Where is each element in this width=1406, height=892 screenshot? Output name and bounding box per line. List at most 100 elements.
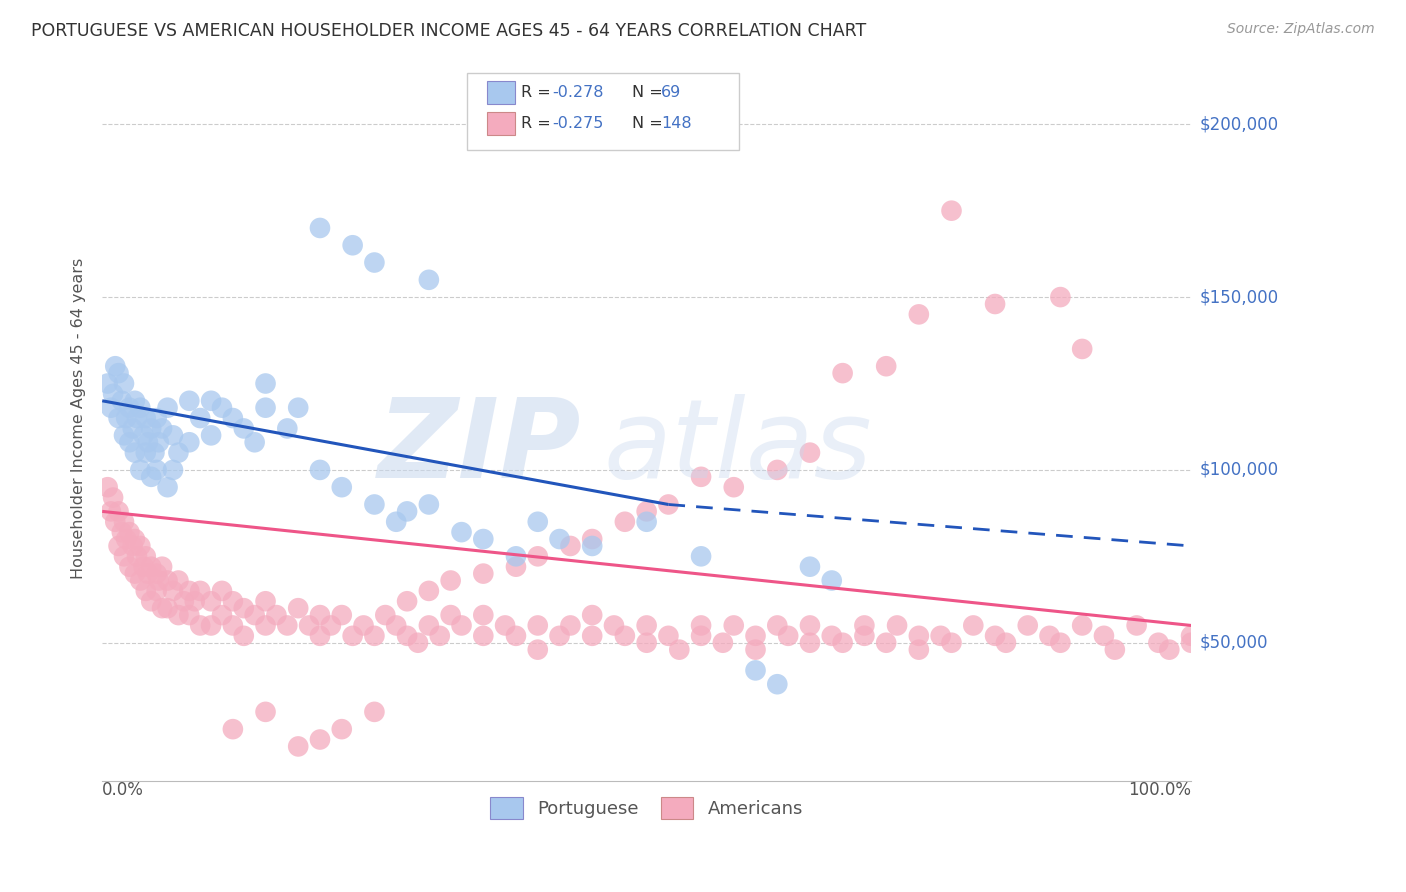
Americans — [657, 498, 679, 512]
Americans — [1092, 629, 1115, 643]
Portuguese — [254, 376, 277, 391]
Americans — [184, 594, 207, 608]
Americans — [494, 618, 516, 632]
Americans — [744, 642, 766, 657]
Americans — [254, 594, 277, 608]
Americans — [309, 629, 332, 643]
Portuguese — [254, 401, 277, 415]
Americans — [984, 297, 1007, 311]
Portuguese — [821, 574, 844, 588]
Text: $50,000: $50,000 — [1199, 633, 1268, 652]
Portuguese — [162, 428, 184, 442]
Americans — [222, 618, 245, 632]
Y-axis label: Householder Income Ages 45 - 64 years: Householder Income Ages 45 - 64 years — [72, 258, 86, 579]
Americans — [908, 629, 931, 643]
Text: PORTUGUESE VS AMERICAN HOUSEHOLDER INCOME AGES 45 - 64 YEARS CORRELATION CHART: PORTUGUESE VS AMERICAN HOUSEHOLDER INCOM… — [31, 22, 866, 40]
Portuguese — [450, 525, 472, 540]
Text: Source: ZipAtlas.com: Source: ZipAtlas.com — [1227, 22, 1375, 37]
Americans — [440, 608, 463, 623]
Text: 148: 148 — [661, 116, 692, 131]
Americans — [353, 618, 375, 632]
Americans — [342, 629, 364, 643]
Americans — [908, 307, 931, 321]
Portuguese — [145, 463, 167, 477]
Portuguese — [107, 366, 129, 380]
Portuguese — [222, 411, 245, 425]
Portuguese — [188, 411, 211, 425]
Portuguese — [766, 677, 789, 691]
Americans — [162, 583, 184, 598]
Portuguese — [330, 480, 353, 494]
Americans — [188, 583, 211, 598]
Text: R =: R = — [522, 116, 557, 131]
Portuguese — [418, 498, 440, 512]
FancyBboxPatch shape — [486, 80, 515, 103]
Americans — [908, 642, 931, 657]
Americans — [132, 559, 155, 574]
Americans — [363, 705, 385, 719]
Americans — [107, 504, 129, 518]
Americans — [418, 583, 440, 598]
Portuguese — [118, 435, 141, 450]
Portuguese — [124, 445, 146, 459]
Americans — [141, 594, 163, 608]
Americans — [636, 636, 658, 650]
Americans — [112, 549, 135, 564]
Americans — [560, 539, 582, 553]
Portuguese — [690, 549, 713, 564]
Portuguese — [129, 463, 152, 477]
Americans — [941, 203, 963, 218]
Americans — [831, 366, 853, 380]
Americans — [984, 629, 1007, 643]
Portuguese — [132, 428, 155, 442]
Americans — [200, 594, 222, 608]
Text: 0.0%: 0.0% — [103, 781, 143, 799]
Americans — [115, 532, 138, 546]
Portuguese — [112, 376, 135, 391]
Americans — [723, 618, 745, 632]
Americans — [287, 739, 309, 754]
Americans — [799, 445, 821, 459]
Americans — [188, 618, 211, 632]
Americans — [112, 515, 135, 529]
Americans — [124, 532, 146, 546]
Portuguese — [107, 411, 129, 425]
Americans — [330, 608, 353, 623]
Americans — [135, 583, 157, 598]
Portuguese — [799, 559, 821, 574]
Americans — [298, 618, 321, 632]
Portuguese — [112, 428, 135, 442]
Portuguese — [505, 549, 527, 564]
Portuguese — [744, 664, 766, 678]
Americans — [124, 566, 146, 581]
Portuguese — [101, 387, 124, 401]
Americans — [104, 515, 127, 529]
Americans — [526, 549, 548, 564]
Portuguese — [179, 393, 201, 408]
Americans — [526, 618, 548, 632]
Americans — [156, 574, 179, 588]
Portuguese — [156, 401, 179, 415]
Portuguese — [100, 401, 122, 415]
Americans — [1049, 290, 1071, 304]
Text: $150,000: $150,000 — [1199, 288, 1278, 306]
Americans — [1071, 618, 1094, 632]
Americans — [266, 608, 288, 623]
Americans — [853, 629, 876, 643]
Americans — [125, 549, 148, 564]
Americans — [636, 504, 658, 518]
Portuguese — [115, 411, 138, 425]
Americans — [118, 559, 141, 574]
Americans — [150, 559, 173, 574]
Americans — [505, 559, 527, 574]
Americans — [1159, 642, 1181, 657]
Americans — [396, 629, 419, 643]
Americans — [853, 618, 876, 632]
Americans — [548, 629, 571, 643]
Legend: Portuguese, Americans: Portuguese, Americans — [484, 790, 810, 826]
Americans — [472, 566, 495, 581]
Portuguese — [124, 393, 146, 408]
Americans — [560, 618, 582, 632]
Americans — [831, 636, 853, 650]
Americans — [526, 642, 548, 657]
